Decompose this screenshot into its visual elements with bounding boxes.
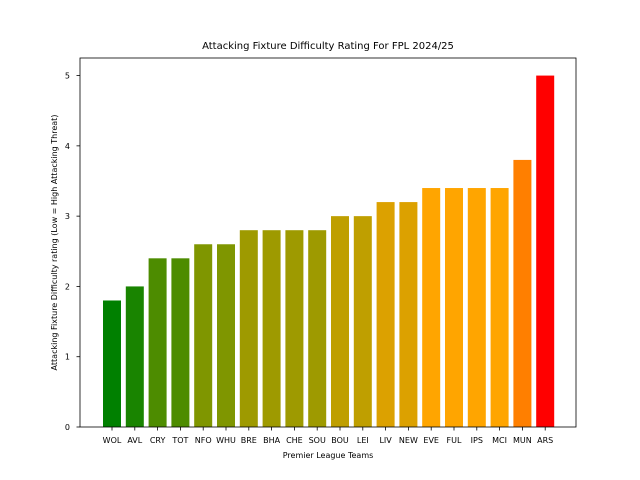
y-tick-label: 1 <box>65 353 70 362</box>
bar-bou <box>331 216 349 427</box>
bar-wol <box>103 300 121 427</box>
bar-nfo <box>194 244 213 427</box>
bar-eve <box>422 188 441 427</box>
y-tick-label: 2 <box>65 282 70 291</box>
bar-ips <box>467 188 486 427</box>
bar-lei <box>353 216 372 427</box>
bar-bre <box>239 230 258 427</box>
x-tick-label: ARS <box>537 436 553 445</box>
x-tick-label: BHA <box>263 436 281 445</box>
chart-title: Attacking Fixture Difficulty Rating For … <box>202 41 454 52</box>
plot-frame <box>79 57 577 428</box>
y-tick-label: 0 <box>65 423 70 432</box>
bar-liv <box>376 202 395 427</box>
y-axis-ticks: 0 1 2 3 4 5 <box>65 72 80 432</box>
x-tick-label: MCI <box>492 436 507 445</box>
x-tick-label: MUN <box>513 436 532 445</box>
x-tick-label: CHE <box>286 436 303 445</box>
x-tick-label: WHU <box>216 436 236 445</box>
x-tick-label: NEW <box>399 436 418 445</box>
bar-tot <box>171 258 190 427</box>
x-tick-label: CRY <box>150 436 166 445</box>
x-tick-label: BOU <box>331 436 349 445</box>
x-tick-label: FUL <box>447 436 462 445</box>
x-tick-label: TOT <box>171 436 188 445</box>
x-tick-label: LIV <box>379 436 392 445</box>
x-tick-label: SOU <box>309 436 326 445</box>
bar-avl <box>125 286 144 427</box>
y-axis-label: Attacking Fixture Difficulty rating (Low… <box>50 115 59 371</box>
x-tick-label: NFO <box>195 436 212 445</box>
x-tick-label: IPS <box>471 436 483 445</box>
y-tick-label: 5 <box>65 72 70 81</box>
bar-new <box>399 202 418 427</box>
bar-whu <box>217 244 235 427</box>
bar-mun <box>513 159 532 427</box>
bar-bha <box>262 230 281 427</box>
bar-cry <box>148 258 167 427</box>
x-tick-label: WOL <box>103 436 122 445</box>
x-axis-label: Premier League Teams <box>283 451 374 460</box>
y-tick-label: 4 <box>65 142 70 151</box>
x-tick-label: EVE <box>423 436 439 445</box>
bars-group <box>103 75 555 428</box>
x-tick-label: LEI <box>357 436 369 445</box>
x-tick-label: AVL <box>127 436 142 445</box>
y-tick-label: 3 <box>65 212 70 221</box>
bar-sou <box>308 230 327 427</box>
bar-ars <box>536 75 555 428</box>
bar-mci <box>490 188 509 427</box>
bar-che <box>285 230 304 427</box>
bar-ful <box>445 188 463 427</box>
x-tick-label: BRE <box>241 436 257 445</box>
x-axis-ticks: WOL AVL CRY TOT NFO WHU BRE BHA CHE SOU BOU LEI LIV N… <box>103 427 553 445</box>
